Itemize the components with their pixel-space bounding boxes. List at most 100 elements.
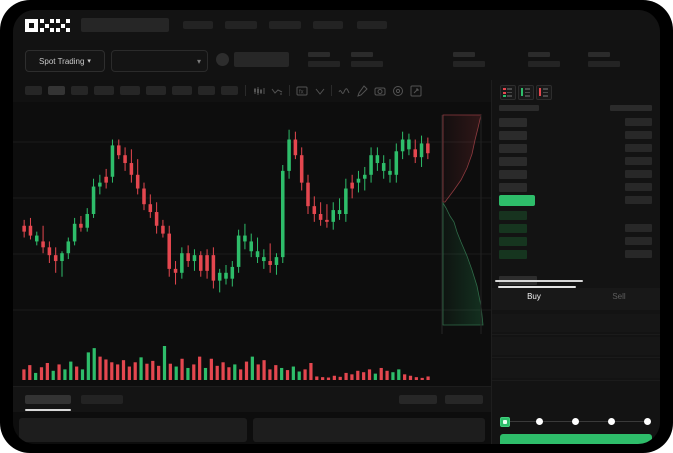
candle-body [262, 257, 266, 262]
interval-button-3[interactable] [71, 86, 88, 95]
asks-only-view-icon[interactable] [536, 85, 552, 100]
volume-bar [391, 372, 395, 380]
slider-stop-25[interactable] [536, 418, 543, 425]
ask-depth-area [442, 114, 482, 203]
interval-button-7[interactable] [172, 86, 192, 95]
trading-mode-selector[interactable]: Spot Trading ▾ [25, 50, 105, 72]
volume-bar [373, 373, 377, 380]
bids-only-view-icon[interactable] [518, 85, 534, 100]
volume-bar [133, 362, 137, 380]
nav-item-5[interactable] [357, 21, 387, 29]
toolbar-divider-2 [289, 85, 290, 96]
interval-button-1[interactable] [25, 86, 42, 95]
price-chart[interactable] [13, 102, 491, 334]
both-sides-view-icon[interactable] [500, 85, 516, 100]
bottom-panel-1[interactable] [19, 418, 247, 442]
indicator-icon[interactable]: fx [296, 84, 308, 96]
candle-body [419, 143, 424, 158]
order-book-ask-row[interactable] [492, 168, 660, 181]
order-field-1[interactable] [492, 314, 660, 332]
interval-button-2[interactable] [48, 86, 65, 95]
candlestick-icon[interactable] [253, 84, 265, 96]
bottom-panel-2[interactable] [253, 418, 485, 442]
order-book-bid-row[interactable] [492, 248, 660, 261]
candle-body [293, 139, 298, 156]
slider-handle[interactable] [500, 417, 510, 427]
volume-bar [321, 377, 325, 380]
nav-item-1[interactable] [183, 21, 213, 29]
candle-body [72, 223, 77, 242]
volume-chart[interactable] [13, 334, 491, 386]
amount-percent-slider[interactable] [500, 416, 651, 428]
order-book-amount-bar [625, 224, 652, 232]
order-book-last-price-row[interactable] [492, 194, 660, 207]
chart-gridlines [13, 141, 491, 311]
interval-button-8[interactable] [198, 86, 215, 95]
order-book-ask-row[interactable] [492, 155, 660, 168]
nav-item-3[interactable] [269, 21, 301, 29]
interval-button-9[interactable] [221, 86, 238, 95]
slider-stop-75[interactable] [608, 418, 615, 425]
order-book-bid-row[interactable] [492, 235, 660, 248]
volume-bar [221, 362, 225, 380]
nav-item-2[interactable] [225, 21, 257, 29]
candle-body [161, 225, 165, 234]
camera-icon[interactable] [374, 84, 386, 96]
volume-bar [80, 369, 85, 380]
compare-icon[interactable] [314, 84, 326, 96]
active-tab-underline [25, 409, 71, 411]
order-book-bid-row[interactable] [492, 222, 660, 235]
interval-button-5[interactable] [120, 86, 140, 95]
nav-item-4[interactable] [313, 21, 343, 29]
orders-action-2[interactable] [445, 395, 483, 404]
orders-tab-1[interactable] [25, 395, 71, 404]
fullscreen-icon[interactable] [410, 84, 422, 97]
orders-tab-2[interactable] [81, 395, 123, 404]
volume-bar [297, 371, 301, 380]
order-book-amount-bar [625, 250, 652, 258]
line-chart-icon[interactable] [338, 84, 350, 96]
order-book-ask-row[interactable] [492, 181, 660, 194]
volume-bar [116, 364, 120, 380]
candle-body [306, 182, 310, 207]
settings-icon[interactable] [392, 84, 404, 96]
chart-toolbar: fx [13, 80, 491, 103]
order-book-amount-bar [625, 144, 652, 152]
orders-tab-bar [13, 386, 491, 413]
volume-bar [186, 367, 190, 380]
candle-body [407, 139, 411, 150]
okx-logo-icon[interactable] [25, 19, 70, 32]
order-book-price-bar [499, 250, 527, 259]
volume-bar [280, 367, 284, 380]
order-book-ask-row[interactable] [492, 116, 660, 129]
chart-type-icon[interactable] [271, 84, 283, 96]
candle-body [299, 155, 304, 183]
pencil-icon[interactable] [356, 84, 368, 97]
volume-bar [414, 377, 418, 380]
tab-sell[interactable]: Sell [577, 292, 660, 301]
tab-buy[interactable]: Buy [492, 292, 576, 301]
order-book-scrollbar[interactable] [495, 280, 583, 282]
order-book-ask-row[interactable] [492, 129, 660, 142]
candle-body [255, 251, 260, 258]
order-field-3[interactable] [492, 360, 660, 378]
order-field-2[interactable] [492, 337, 660, 355]
interval-button-4[interactable] [94, 86, 114, 95]
interval-button-6[interactable] [146, 86, 166, 95]
order-book-bid-row[interactable] [492, 209, 660, 222]
candle-body [325, 219, 329, 222]
market-stat-1 [308, 52, 340, 67]
slider-stop-50[interactable] [572, 418, 579, 425]
volume-bar [303, 369, 307, 380]
order-book-ask-row[interactable] [492, 142, 660, 155]
candle-body [331, 210, 335, 222]
candle-body [91, 186, 96, 214]
trading-pair-selector[interactable]: ▾ [111, 50, 208, 72]
slider-stop-100[interactable] [644, 418, 651, 425]
submit-buy-button[interactable] [500, 434, 652, 444]
global-search-input[interactable] [81, 18, 169, 32]
orders-action-1[interactable] [399, 395, 437, 404]
order-book-price-bar [499, 237, 527, 246]
volume-bar [332, 375, 336, 380]
volume-bar [192, 364, 196, 380]
